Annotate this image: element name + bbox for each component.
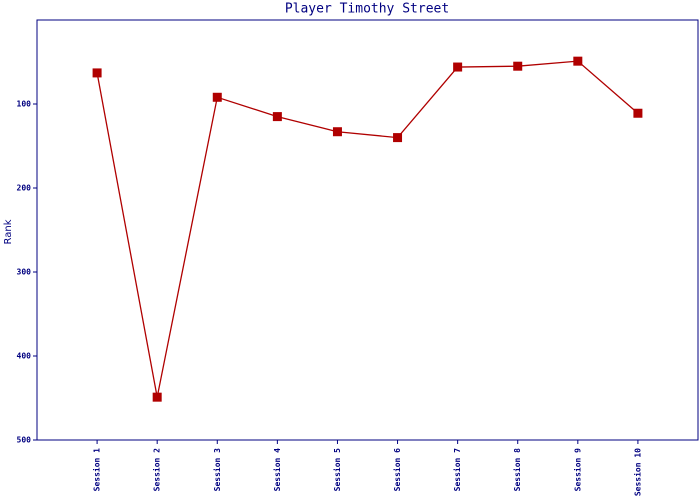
y-tick-label: 300 [17, 268, 32, 277]
line [96, 60, 639, 398]
y-tick-label: 400 [17, 352, 32, 361]
chart-title: Player Timothy Street [285, 2, 449, 17]
marker [92, 68, 102, 78]
x-tick-label: Session 2 [152, 448, 162, 492]
x-tick-label: Session 10 [632, 448, 642, 496]
marker [212, 92, 222, 102]
marker [453, 62, 463, 72]
marker [393, 133, 403, 143]
x-tick-label: Session 7 [452, 448, 462, 492]
y-tick-label: 200 [17, 184, 32, 193]
x-tick-label: Session 5 [332, 448, 342, 492]
y-tick-label: 500 [17, 436, 32, 445]
marker [573, 56, 583, 66]
x-tick-label: Session 4 [272, 448, 282, 492]
plot-frame [36, 19, 699, 441]
x-tick-label: Session 8 [512, 448, 522, 492]
marker [332, 127, 342, 137]
marker [272, 112, 282, 122]
x-tick-label: Session 3 [212, 448, 222, 492]
y-tick-label: 100 [17, 100, 32, 109]
x-tick-label: Session 1 [92, 448, 102, 492]
marker [152, 392, 162, 402]
marker [513, 61, 523, 71]
x-tick-label: Session 9 [572, 448, 582, 492]
y-axis-label: Rank [3, 219, 14, 244]
x-tick-label: Session 6 [392, 448, 402, 492]
marker [633, 108, 643, 118]
